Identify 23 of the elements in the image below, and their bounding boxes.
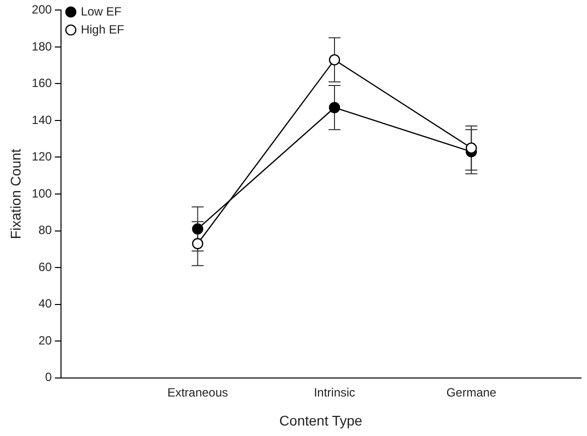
x-tick-label: Intrinsic [314,385,356,400]
point [192,223,204,235]
point [328,54,340,66]
y-tick-label: 0 [45,370,52,384]
legend-label: High EF [80,22,124,36]
x-axis-title: Content Type [279,412,363,428]
y-tick-label: 20 [38,333,52,348]
y-tick-label: 140 [32,112,52,127]
x-tick-label: Extraneous [167,385,228,400]
y-tick-label: 40 [38,296,52,311]
x-tick-label: Germane [446,385,497,400]
y-axis-title: Fixation Count [7,148,24,240]
y-tick-label: 120 [32,150,52,164]
y-tick-label: 60 [38,260,52,274]
point [328,102,340,114]
y-tick-label: 180 [32,39,52,54]
y-tick-label: 100 [32,186,52,200]
y-tick-label: 80 [38,223,52,238]
legend-label: Low EF [80,4,122,18]
point [466,142,477,154]
y-tick-label: 200 [32,2,52,17]
point [192,238,204,250]
y-tick-label: 160 [32,76,52,90]
